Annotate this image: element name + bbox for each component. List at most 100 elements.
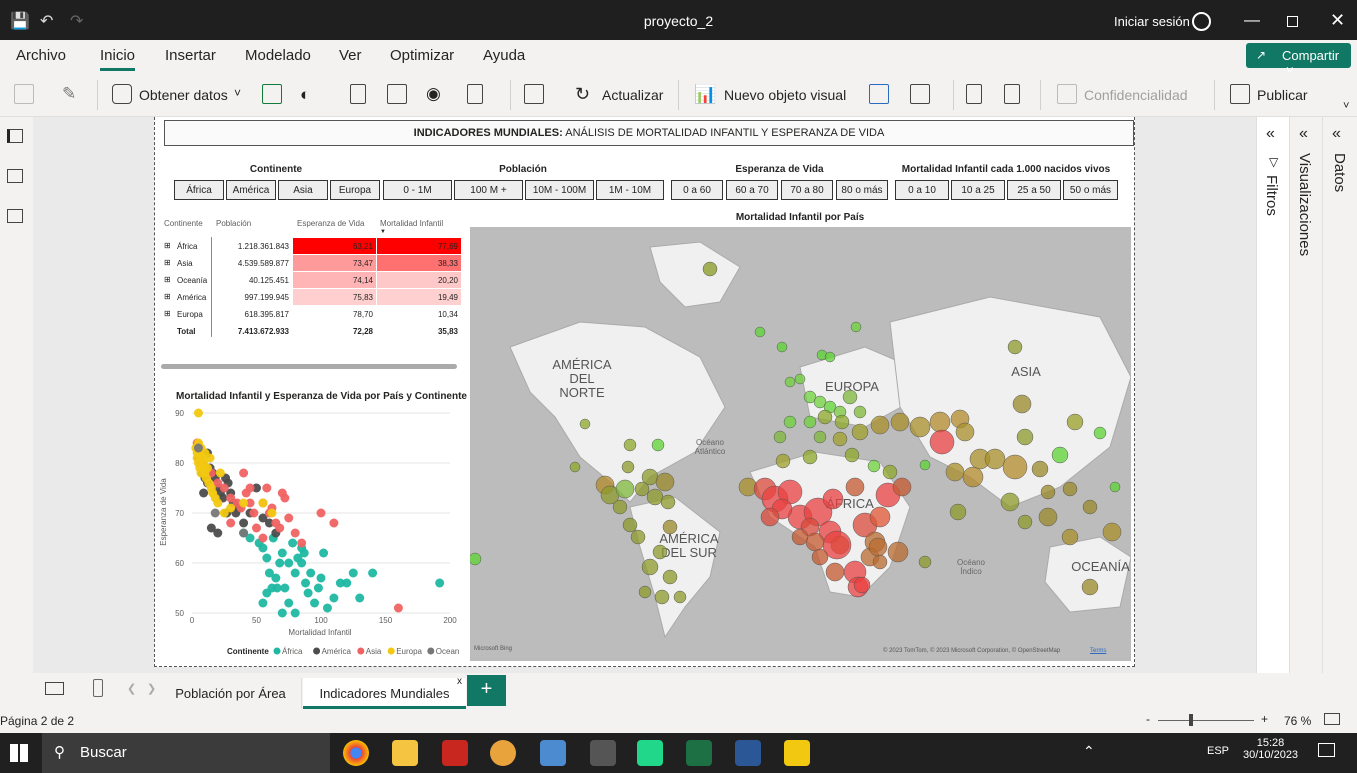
tab-poblacion-por-area[interactable]: Población por Área: [160, 678, 302, 709]
report-view-icon[interactable]: [7, 129, 23, 143]
user-icon[interactable]: [1192, 12, 1211, 31]
map-bubble[interactable]: [984, 448, 1006, 470]
language-indicator[interactable]: ESP: [1207, 745, 1230, 757]
refresh-button[interactable]: Actualizar: [602, 87, 664, 103]
map-bubble[interactable]: [890, 412, 910, 432]
tab-indicadores-mundiales[interactable]: Indicadores Mundiales x: [303, 676, 466, 709]
map-bubble[interactable]: [869, 506, 891, 528]
new-visual-button[interactable]: Nuevo objeto visual: [724, 87, 847, 103]
photos-icon[interactable]: [540, 740, 566, 766]
map-bubble[interactable]: [654, 589, 670, 605]
table-view-icon[interactable]: [7, 169, 23, 183]
map-bubble[interactable]: [834, 414, 850, 430]
text-box-icon[interactable]: [869, 84, 889, 104]
visualizations-pane[interactable]: « Visualizaciones: [1289, 117, 1322, 673]
map-bubble[interactable]: [1002, 454, 1028, 480]
chrome-icon[interactable]: [343, 740, 369, 766]
calculator-icon[interactable]: [966, 84, 982, 104]
map-bubble[interactable]: [623, 438, 637, 452]
map-bubble[interactable]: [622, 517, 638, 533]
map-bubble[interactable]: [775, 453, 791, 469]
map-bubble[interactable]: [813, 430, 827, 444]
slicer-option[interactable]: América: [226, 180, 276, 200]
chevron-down-icon[interactable]: ˅: [234, 86, 242, 100]
table-icon[interactable]: [387, 84, 407, 104]
get-data-button[interactable]: Obtener datos: [139, 87, 228, 103]
map-bubble[interactable]: [803, 390, 817, 404]
map-bubble[interactable]: [918, 555, 932, 569]
map-bubble[interactable]: [1007, 339, 1023, 355]
notification-icon[interactable]: [1318, 743, 1335, 757]
map-bubble[interactable]: [919, 459, 931, 471]
next-page-icon[interactable]: ❯: [147, 683, 157, 695]
collapse-icon[interactable]: «: [1266, 125, 1275, 142]
matrix-header[interactable]: Continente: [164, 219, 203, 228]
map-bubble[interactable]: [569, 461, 581, 473]
map-bubble[interactable]: [1066, 413, 1084, 431]
quick-measure-icon[interactable]: [1004, 84, 1020, 104]
desktop-layout-icon[interactable]: [45, 682, 64, 695]
tab-ver[interactable]: Ver: [339, 47, 362, 64]
map-bubble[interactable]: [702, 261, 718, 277]
excel-app-icon[interactable]: [686, 740, 712, 766]
map-bubble[interactable]: [754, 326, 766, 338]
slicer-option[interactable]: 70 a 80: [781, 180, 833, 200]
map-bubble[interactable]: [1012, 394, 1032, 414]
map-bubble[interactable]: [673, 590, 687, 604]
zoom-slider-thumb[interactable]: [1189, 714, 1193, 726]
calculator-app-icon[interactable]: [590, 740, 616, 766]
slicer-option[interactable]: 100 M +: [454, 180, 523, 200]
recent-sources-icon[interactable]: [467, 84, 483, 104]
map-bubble[interactable]: [1017, 514, 1033, 530]
map-bubble[interactable]: [1102, 522, 1122, 542]
minimize-icon[interactable]: —: [1244, 12, 1260, 29]
collapse-icon[interactable]: «: [1332, 125, 1341, 142]
slicer-option[interactable]: 25 a 50: [1007, 180, 1061, 200]
map-bubble[interactable]: [1061, 528, 1079, 546]
map-terms-link[interactable]: Terms: [1090, 648, 1107, 654]
map-bubble[interactable]: [651, 438, 665, 452]
map-bubble[interactable]: [802, 449, 818, 465]
sensitivity-button[interactable]: Confidencialidad: [1084, 87, 1188, 103]
map-bubble[interactable]: [929, 429, 955, 455]
map-bubble[interactable]: [660, 494, 676, 510]
map-bubble[interactable]: [853, 576, 871, 594]
map-bubble[interactable]: [868, 537, 888, 557]
slicer-option[interactable]: 0 a 60: [671, 180, 723, 200]
slicer-option[interactable]: 0 a 10: [895, 180, 949, 200]
onelake-icon[interactable]: ◐: [300, 85, 311, 104]
excel-icon[interactable]: [262, 84, 282, 104]
slicer-option[interactable]: Europa: [330, 180, 380, 200]
tab-modelado[interactable]: Modelado: [245, 47, 311, 64]
map-bubble[interactable]: [887, 541, 909, 563]
tab-archivo[interactable]: Archivo: [16, 47, 67, 64]
map-bubble[interactable]: [1062, 481, 1078, 497]
map-bubble[interactable]: [892, 477, 912, 497]
map-bubble[interactable]: [794, 373, 806, 385]
slicer-option[interactable]: 10 a 25: [951, 180, 1005, 200]
map-bubble[interactable]: [825, 562, 845, 582]
map-bubble[interactable]: [817, 409, 833, 425]
pycharm-icon[interactable]: [637, 740, 663, 766]
matrix-header[interactable]: Mortalidad Infantil: [380, 219, 444, 228]
map-bubble[interactable]: [662, 569, 678, 585]
share-button[interactable]: ↗ Compartir ˅: [1246, 43, 1351, 78]
map-bubble[interactable]: [949, 503, 967, 521]
map-bubble[interactable]: [641, 558, 659, 576]
slicer-option[interactable]: 10M - 100M: [525, 180, 594, 200]
map-bubble[interactable]: [776, 341, 788, 353]
taskbar-search[interactable]: ⚲ Buscar: [42, 733, 330, 773]
publish-button[interactable]: Publicar: [1257, 87, 1308, 103]
map-bubble[interactable]: [1081, 578, 1099, 596]
map-bubble[interactable]: [1082, 499, 1098, 515]
chevron-down-icon[interactable]: ˅: [1343, 100, 1350, 112]
paste-icon[interactable]: [14, 84, 34, 104]
windows-start-icon[interactable]: [10, 744, 28, 762]
map-bubble[interactable]: [870, 415, 890, 435]
map-bubble[interactable]: [783, 415, 797, 429]
format-painter-icon[interactable]: ✎: [62, 84, 77, 103]
paint-icon[interactable]: [490, 740, 516, 766]
map-bubble[interactable]: [945, 462, 965, 482]
map-bubble[interactable]: [791, 528, 809, 546]
map-bubble[interactable]: [872, 554, 888, 570]
